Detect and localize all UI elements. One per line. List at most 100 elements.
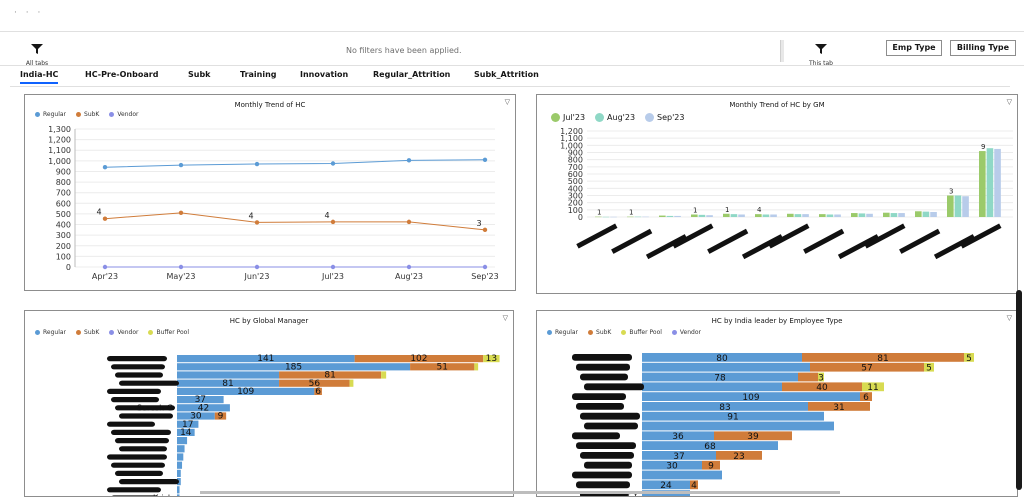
data-label: 31	[833, 403, 844, 413]
bar	[723, 213, 730, 217]
bar-segment	[642, 353, 802, 362]
row-label-redacted	[576, 403, 624, 410]
data-label: 81	[877, 354, 888, 364]
funnel-icon	[815, 44, 827, 54]
row-label-redacted	[111, 364, 165, 370]
panel-filter-icon[interactable]: ▽	[1006, 98, 1012, 106]
row-label-redacted	[119, 446, 167, 452]
row-label-redacted	[107, 487, 161, 493]
bar-segment	[810, 362, 924, 372]
bar	[922, 211, 930, 217]
tab-india-hc[interactable]: India-HC	[20, 70, 59, 84]
data-label: 3	[476, 219, 481, 228]
data-point	[330, 161, 336, 166]
panel-filter-icon[interactable]: ▽	[504, 98, 510, 106]
horizontal-scrollbar[interactable]	[200, 491, 840, 494]
row-label-redacted	[107, 388, 161, 394]
legend-item-vendor[interactable]: Vendor	[109, 111, 138, 118]
legend-item-regular[interactable]: Regular	[547, 329, 578, 336]
top-strip: · · ·	[0, 0, 1024, 32]
legend-swatch	[35, 112, 40, 117]
all-tabs-filter-button[interactable]: All tabs	[20, 40, 54, 67]
legend-item-vendor[interactable]: Vendor	[109, 329, 138, 336]
legend-swatch	[148, 330, 154, 335]
data-label: 68	[704, 442, 716, 452]
bar-segment	[177, 371, 280, 379]
tab-hc-pre-onboard[interactable]: HC-Pre-Onboard	[85, 70, 159, 79]
panel-filter-icon[interactable]: ▽	[1006, 314, 1012, 322]
grouped-bar-chart: 01002003004005006007008009001,0001,1001,…	[560, 127, 1013, 260]
bar-segment	[642, 480, 690, 490]
bar	[642, 216, 649, 218]
row-label-redacted	[576, 481, 630, 489]
x-tick-label: Sep'23	[471, 272, 498, 281]
x-tick-label-redacted	[741, 234, 784, 260]
line-chart: 01002003004005006007008009001,0001,1001,…	[48, 125, 499, 281]
bar-segment	[177, 461, 183, 469]
data-label: 23	[733, 452, 744, 462]
data-point	[178, 264, 184, 270]
legend-item-subk[interactable]: SubK	[76, 329, 99, 336]
row-label-redacted	[576, 442, 636, 449]
legend-swatch	[109, 112, 115, 117]
breadcrumb: · · ·	[14, 8, 44, 18]
row-label-redacted	[580, 452, 634, 459]
legend-swatch	[76, 330, 82, 335]
y-tick-label: 1,200	[560, 127, 583, 136]
bar-segment	[177, 494, 180, 496]
bar	[994, 148, 1001, 217]
bar-segment	[964, 353, 974, 362]
monthly-trend-panel: Monthly Trend of HC ▽ Regular SubK Vendo…	[24, 94, 516, 291]
this-tab-filter-button[interactable]: This tab	[804, 40, 838, 67]
bar-segment	[177, 428, 195, 436]
filter-divider[interactable]	[780, 40, 784, 62]
tab-subk-attrition[interactable]: Subk_Attrition	[474, 70, 539, 79]
emp-type-filter-button[interactable]: Emp Type	[886, 40, 942, 56]
data-point	[482, 157, 488, 162]
bar-segment	[177, 437, 188, 445]
legend-item-subk[interactable]: SubK	[76, 111, 99, 118]
legend-swatch	[595, 113, 605, 122]
vertical-scrollbar[interactable]	[1016, 290, 1022, 490]
legend-item-regular[interactable]: Regular	[35, 329, 66, 336]
legend-item-buffer-pool[interactable]: Buffer Pool	[148, 329, 189, 336]
tab-subk[interactable]: Subk	[188, 70, 211, 79]
row-label-redacted	[580, 373, 628, 381]
tab-regular-attrition[interactable]: Regular_Attrition	[373, 70, 451, 79]
legend-item-vendor[interactable]: Vendor	[671, 329, 701, 336]
bar	[691, 214, 698, 217]
panel-title: HC by India leader by Employee Type	[711, 317, 843, 325]
panel-title: Monthly Trend of HC	[234, 101, 306, 109]
chart-legend: Regular SubK Vendor	[35, 111, 138, 118]
bar-segment	[802, 353, 964, 362]
data-label: 78	[714, 373, 726, 383]
x-tick-label: Apr'23	[92, 272, 118, 281]
y-tick-label: 400	[568, 184, 583, 193]
data-point	[178, 210, 184, 216]
bar-segment	[177, 453, 184, 461]
bar-segment	[177, 396, 224, 404]
tab-innovation[interactable]: Innovation	[300, 70, 349, 79]
row-label-redacted	[115, 438, 169, 444]
x-tick-label-redacted	[837, 234, 880, 260]
legend-label: Vendor	[679, 329, 701, 336]
legend-item-aug[interactable]: Aug'23	[595, 113, 635, 122]
filter-bar: All tabs No filters have been applied. T…	[0, 36, 1024, 67]
chart-legend: Regular SubK Buffer Pool Vendor	[547, 329, 701, 336]
bar-segment	[177, 363, 411, 371]
legend-item-subk[interactable]: SubK	[588, 329, 611, 336]
legend-item-sep[interactable]: Sep'23	[645, 113, 685, 122]
data-label: 141	[257, 354, 274, 364]
billing-type-filter-button[interactable]: Billing Type	[950, 40, 1016, 56]
panel-filter-icon[interactable]: ▽	[502, 314, 508, 322]
bar-segment	[642, 372, 798, 382]
y-tick-label: 1,100	[48, 146, 71, 155]
bar	[962, 196, 969, 217]
data-label: 185	[285, 362, 302, 372]
tab-training[interactable]: Training	[240, 70, 277, 79]
legend-item-jul[interactable]: Jul'23	[551, 113, 585, 122]
legend-item-buffer-pool[interactable]: Buffer Pool	[621, 329, 662, 336]
legend-item-regular[interactable]: Regular	[35, 111, 66, 118]
legend-label: Regular	[43, 329, 67, 336]
